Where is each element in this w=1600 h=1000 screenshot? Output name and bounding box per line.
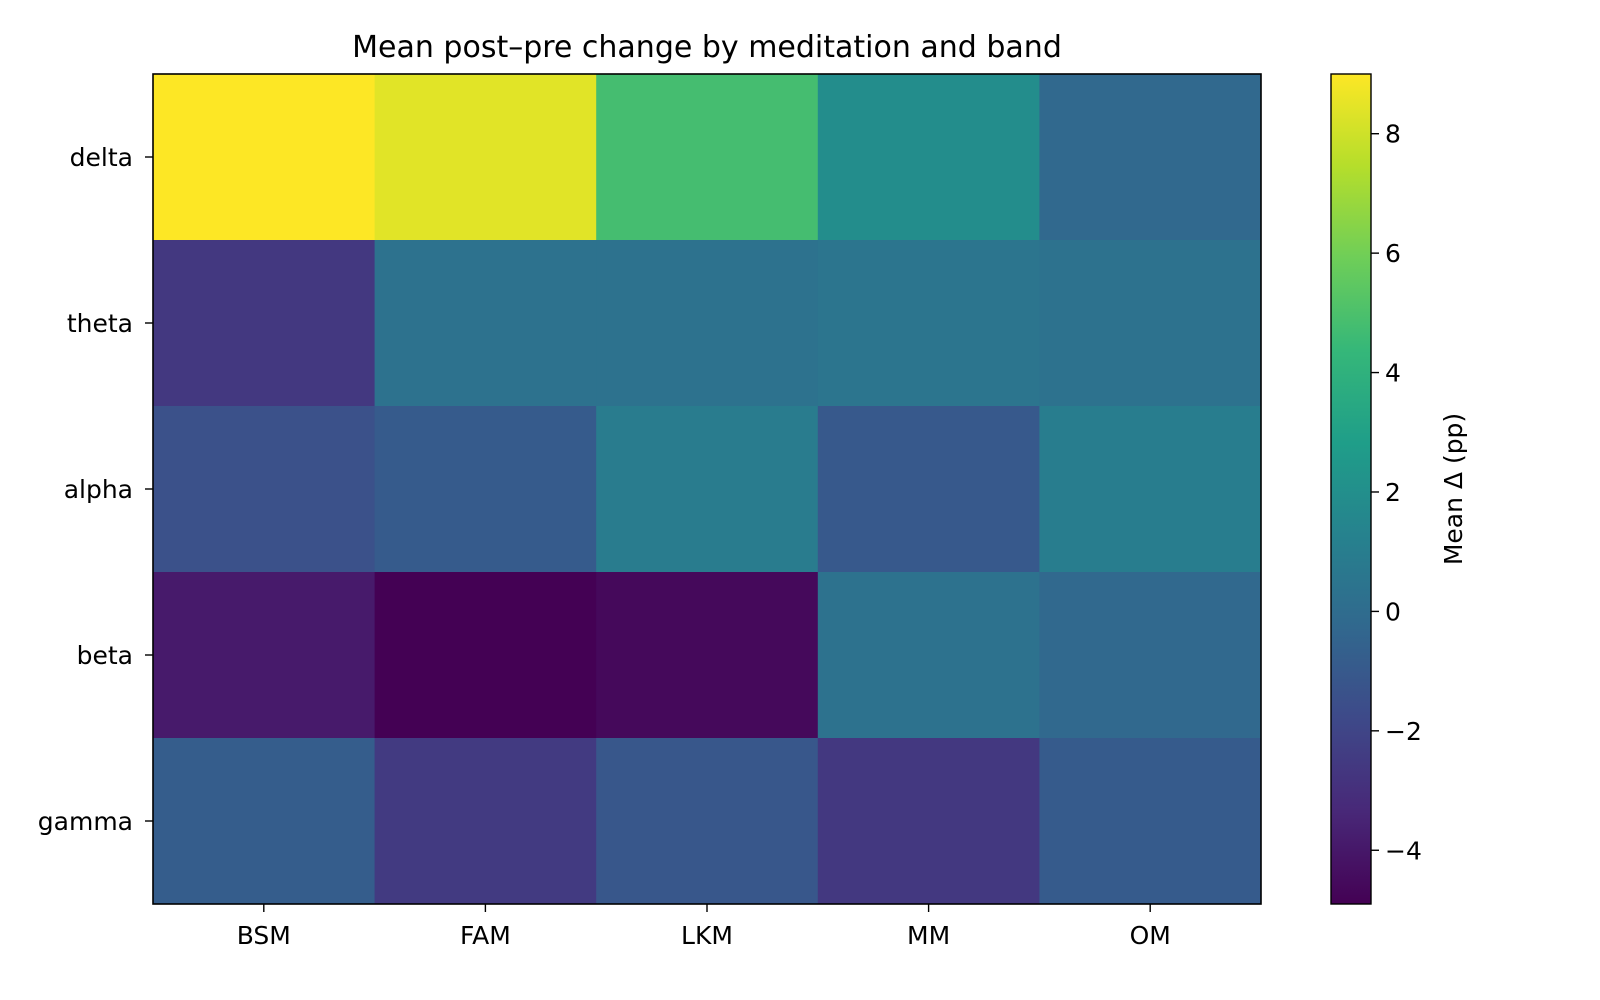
heatmap-cell [153, 406, 376, 573]
x-tick-label: BSM [237, 921, 291, 950]
x-tick-label: LKM [681, 921, 733, 950]
colorbar-axis: 8 6 4 2 0 −2 −4 [1371, 120, 1422, 865]
heatmap-cell [374, 240, 597, 407]
colorbar-tick-label: −4 [1385, 836, 1422, 865]
heatmap-cell [1039, 240, 1262, 407]
colorbar-tick-label: 0 [1385, 597, 1401, 626]
heatmap-cell [153, 74, 376, 241]
heatmap-cell [596, 572, 819, 739]
x-axis: BSM FAM LKM MM OM [237, 904, 1171, 950]
heatmap-cell [1039, 74, 1262, 241]
colorbar-tick-label: 6 [1385, 239, 1401, 268]
y-tick-label: gamma [38, 807, 133, 836]
y-tick-label: alpha [64, 475, 133, 504]
y-tick-label: theta [67, 309, 133, 338]
x-tick-label: OM [1130, 921, 1171, 950]
heatmap-cell [596, 738, 819, 905]
colorbar-tick-label: 8 [1385, 120, 1401, 149]
x-tick-label: FAM [460, 921, 511, 950]
heatmap-cell [817, 74, 1040, 241]
heatmap-cell [1039, 406, 1262, 573]
y-axis: delta theta alpha beta gamma [38, 143, 153, 836]
heatmap-cell [153, 240, 376, 407]
heatmap-cell [374, 406, 597, 573]
colorbar [1330, 73, 1372, 905]
y-tick-label: beta [77, 641, 133, 670]
heatmap-cell [596, 74, 819, 241]
chart-title: Mean post–pre change by meditation and b… [352, 30, 1062, 65]
heatmap-cell [153, 738, 376, 905]
colorbar-label: Mean Δ (pp) [1439, 413, 1468, 565]
heatmap-cell [817, 738, 1040, 905]
heatmap-cell [1039, 572, 1262, 739]
heatmap-cells [153, 74, 1262, 905]
heatmap-cell [374, 738, 597, 905]
colorbar-tick-label: −2 [1385, 717, 1422, 746]
colorbar-tick-label: 2 [1385, 478, 1401, 507]
heatmap-cell [374, 572, 597, 739]
y-tick-label: delta [70, 143, 133, 172]
heatmap-cell [817, 240, 1040, 407]
x-tick-label: MM [907, 921, 950, 950]
heatmap-cell [374, 74, 597, 241]
heatmap-cell [1039, 738, 1262, 905]
heatmap-cell [596, 240, 819, 407]
heatmap-cell [596, 406, 819, 573]
heatmap-cell [817, 572, 1040, 739]
heatmap-cell [153, 572, 376, 739]
heatmap-cell [817, 406, 1040, 573]
colorbar-tick-label: 4 [1385, 359, 1401, 388]
